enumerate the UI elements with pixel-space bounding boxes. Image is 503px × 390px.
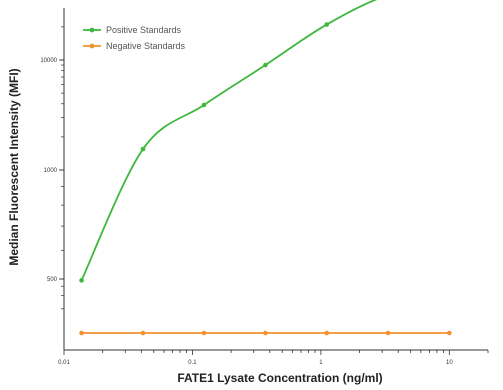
y-ticks: 500 1000 10000 [40,26,64,310]
data-point [79,330,84,336]
data-point [447,330,452,336]
y-tick-label: 500 [47,277,58,283]
series-2 [79,330,452,336]
data-point [140,146,146,152]
data-point [79,278,84,283]
y-tick-label: 1000 [44,168,58,174]
data-point [324,330,330,336]
legend-label: Positive Standards [106,25,182,35]
legend-item: Positive Standards [83,25,182,35]
legend-item: Negative Standards [83,41,186,51]
axes [63,8,488,351]
series-layer [79,0,452,336]
legend-label: Negative Standards [106,41,186,51]
x-tick-label: 0.1 [188,360,197,366]
data-point [201,102,207,108]
x-tick-label: 1 [319,360,323,366]
data-point [263,62,268,68]
data-point [140,330,146,336]
x-ticks: 0.01 0.1 1 10 [58,350,489,366]
x-tick-label: 10 [446,360,453,366]
data-point [324,22,330,27]
data-point [263,330,268,336]
y-tick-label: 10000 [40,58,57,64]
x-tick-label: 0.01 [58,360,70,366]
legend: Positive Standards Negative Standards [83,25,186,51]
series-line [80,0,378,281]
legend-marker [89,43,95,49]
series-1 [79,0,378,283]
data-point [385,330,391,336]
legend-marker [89,27,95,33]
y-axis-label: Median Fluorescent Intensity (MFI) [7,68,21,265]
x-axis-label: FATE1 Lysate Concentration (ng/ml) [177,371,382,385]
data-point [201,330,207,336]
